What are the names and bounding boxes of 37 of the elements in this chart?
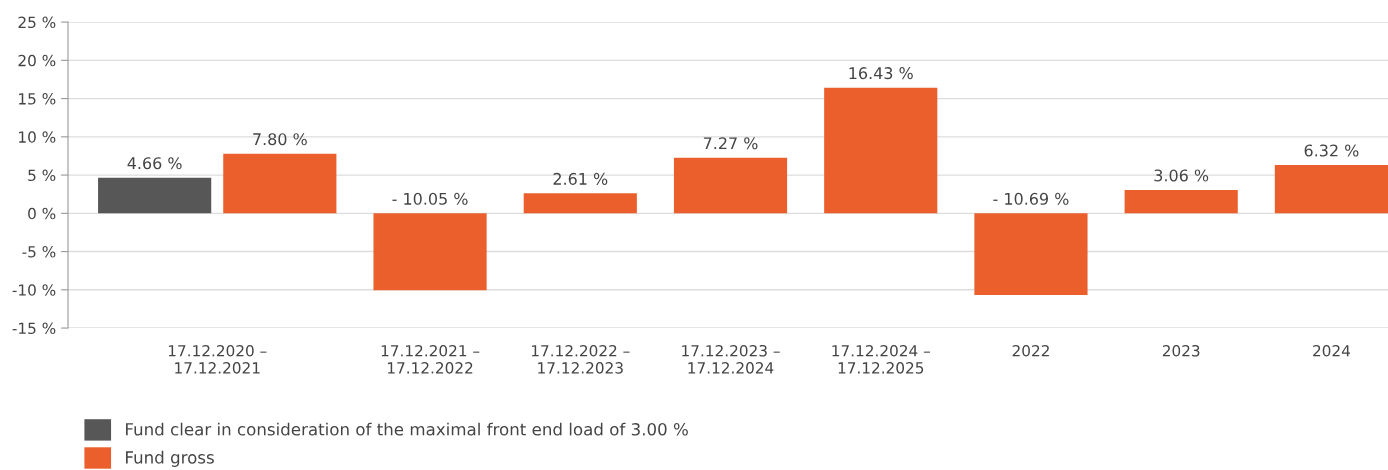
data-label: 7.80 % <box>253 133 307 146</box>
x-tick-label: 2022 <box>1012 345 1049 357</box>
y-tick-label: 0 % <box>28 207 56 220</box>
x-tick-label: 17.12.2023 – 17.12.2024 <box>682 345 780 374</box>
x-tick-label: 2023 <box>1162 345 1200 357</box>
data-label: 6.32 % <box>1304 144 1359 157</box>
x-tick-label: 17.12.2022 – 17.12.2023 <box>531 345 630 374</box>
bar <box>223 153 337 214</box>
y-tick-label: 25 % <box>18 16 56 29</box>
x-tick-label: 17.12.2021 – 17.12.2022 <box>381 345 480 374</box>
y-tick-label: -5 % <box>22 246 56 258</box>
y-tick-label: 20 % <box>18 54 56 67</box>
data-label: 7.27 % <box>703 137 758 150</box>
data-label: - 10.05 % <box>392 192 468 205</box>
data-label: 16.43 % <box>849 67 913 80</box>
y-tick-label: -10 % <box>12 284 56 296</box>
x-tick-label: 17.12.2024 – 17.12.2025 <box>832 345 930 374</box>
data-label: - 10.69 % <box>993 192 1069 205</box>
bar <box>974 213 1088 296</box>
bar <box>98 177 212 214</box>
bar <box>824 87 938 214</box>
bar <box>673 157 788 214</box>
x-tick-label: 2024 <box>1313 345 1350 357</box>
y-tick-label: 15 % <box>19 93 56 105</box>
y-tick-label: 10 % <box>19 131 56 143</box>
y-tick-label: 5 % <box>28 169 56 182</box>
bar <box>1274 164 1388 214</box>
data-label: 3.06 % <box>1154 169 1209 182</box>
bar <box>523 193 637 214</box>
data-label: 2.61 % <box>553 172 608 185</box>
data-label: 4.66 % <box>127 157 182 170</box>
bar <box>1124 189 1238 214</box>
x-tick-label: 17.12.2020 – 17.12.2021 <box>168 345 267 374</box>
legend-label: Fund clear in consideration of the maximal front end load of 3.00 % <box>126 422 688 436</box>
y-tick-label: -15 % <box>12 322 56 335</box>
legend-label: Fund gross <box>126 450 214 467</box>
bar <box>373 213 487 291</box>
